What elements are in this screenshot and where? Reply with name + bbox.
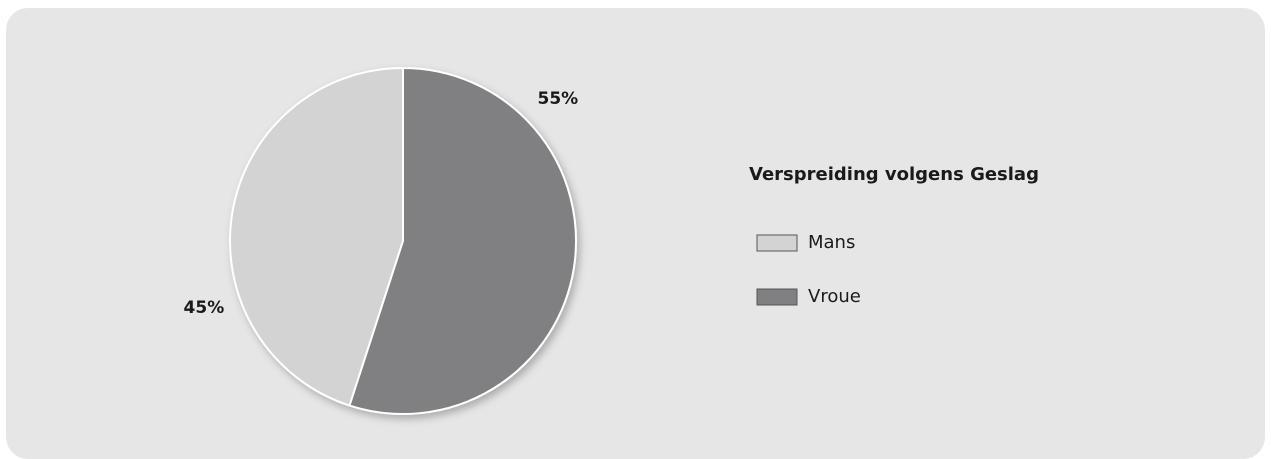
pie-slice [348,66,577,415]
pie-slice [228,66,404,407]
data-label: 55% [538,89,579,109]
data-label: 45% [184,298,225,318]
legend-label: Vroue [808,286,861,307]
pie [228,66,577,415]
panel [6,8,1265,459]
legend-title: Verspreiding volgens Geslag [749,164,1039,185]
legend-label: Mans [808,232,855,253]
legend-swatch [756,234,798,252]
legend-swatch [756,288,798,306]
